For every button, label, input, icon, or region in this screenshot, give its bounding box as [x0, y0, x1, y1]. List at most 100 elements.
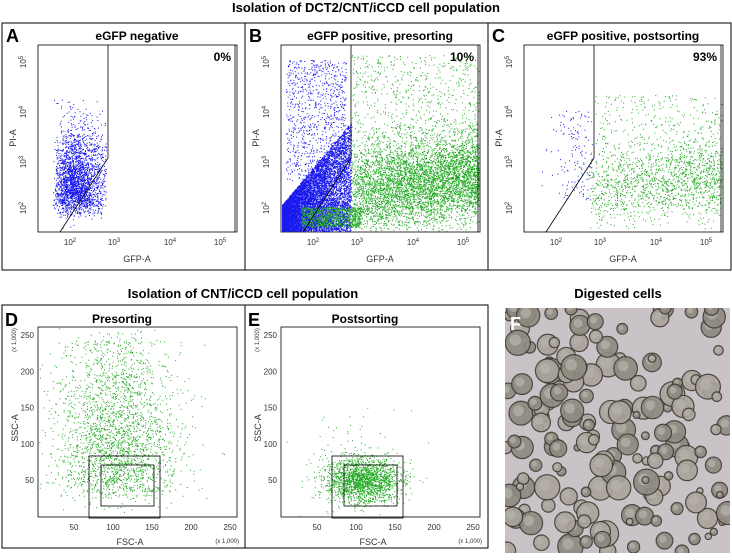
- cell-core: [593, 457, 605, 469]
- tick-exp: 3: [505, 155, 511, 159]
- section-title: Isolation of CNT/iCCD cell population: [128, 286, 358, 301]
- cell-core: [580, 435, 590, 446]
- cell-core: [523, 515, 534, 527]
- cell-core: [713, 393, 718, 398]
- cell-core: [520, 506, 526, 512]
- dots: [351, 55, 480, 226]
- cell-core: [687, 308, 694, 314]
- gate-percent: 10%: [450, 50, 474, 64]
- cell-core: [659, 535, 667, 543]
- tick-exp: 4: [505, 105, 511, 109]
- cell-core: [643, 477, 647, 481]
- panel-title: eGFP positive, presorting: [307, 29, 453, 43]
- cell-core: [708, 459, 716, 468]
- y-tick-label: 50: [25, 476, 34, 485]
- cell-core: [715, 347, 720, 352]
- panel-letter: C: [492, 26, 505, 46]
- tick-base: 10: [262, 159, 271, 168]
- cells: [505, 308, 730, 553]
- y-scale-label: (x 1,000): [12, 328, 18, 352]
- gate-outer: [331, 455, 404, 519]
- cell-core: [699, 378, 712, 390]
- tick-exp: 2: [505, 201, 511, 205]
- cell-core: [625, 508, 635, 518]
- cell-core: [534, 416, 544, 425]
- cell-core: [642, 433, 647, 437]
- cell-core: [620, 437, 631, 448]
- x-tick-label: 200: [184, 523, 198, 532]
- tick-label: 105: [457, 238, 470, 247]
- gate: [545, 45, 595, 233]
- cell-core: [580, 505, 591, 516]
- tick-exp: 5: [505, 55, 511, 59]
- y-tick-label: 150: [21, 404, 35, 413]
- tick-label: 102: [19, 201, 28, 214]
- cell-core: [591, 332, 598, 339]
- tick-exp: 5: [262, 55, 268, 59]
- tick-base: 10: [64, 238, 73, 247]
- plot-area: [523, 44, 724, 233]
- cell-core: [629, 543, 636, 549]
- tick-base: 10: [19, 109, 28, 118]
- y-scale-label: (x 1,000): [255, 328, 261, 352]
- gate: [59, 45, 109, 233]
- cell-core: [505, 443, 508, 450]
- tick-exp: 5: [19, 55, 25, 59]
- y-tick-label: 100: [21, 440, 35, 449]
- cell-core: [550, 339, 556, 344]
- cell-core: [660, 446, 668, 454]
- tick-label: 103: [108, 238, 121, 247]
- cell-core: [582, 488, 588, 494]
- tick-base: 10: [550, 238, 559, 247]
- x-axis-label: FSC-A: [360, 537, 387, 547]
- cell-core: [692, 376, 698, 381]
- y-axis-label: PI-A: [8, 129, 18, 147]
- cell-core: [509, 308, 519, 312]
- x-scale-label: (x 1,000): [215, 539, 239, 545]
- gate-inner: [100, 464, 155, 507]
- tick-base: 10: [351, 238, 360, 247]
- x-tick-label: 50: [70, 523, 79, 532]
- x-tick-label: 250: [466, 523, 480, 532]
- cell-core: [684, 410, 691, 416]
- cell-core: [669, 386, 677, 394]
- panel-frame: [487, 22, 732, 271]
- y-tick-label: 100: [264, 440, 278, 449]
- gate-outer: [88, 455, 161, 519]
- cell-core: [505, 385, 510, 393]
- y-tick-label: 250: [21, 331, 35, 340]
- dots: [589, 120, 723, 230]
- tick-label: 102: [505, 201, 514, 214]
- dots: [301, 207, 362, 228]
- cell-core: [505, 488, 513, 499]
- y-tick-label: 200: [264, 367, 278, 376]
- tick-base: 10: [505, 59, 514, 68]
- tick-label: 104: [262, 105, 271, 118]
- cell-core: [634, 412, 638, 416]
- x-scale-label: (x 1,000): [458, 539, 482, 545]
- cell-core: [562, 538, 574, 550]
- cell-core: [674, 379, 679, 385]
- tick-base: 10: [19, 205, 28, 214]
- tick-exp: 4: [19, 105, 25, 109]
- tick-label: 104: [407, 238, 420, 247]
- panel-letter: A: [6, 26, 19, 46]
- y-axis-label: PI-A: [494, 129, 504, 147]
- cell-core: [612, 404, 623, 416]
- cell-core: [580, 517, 586, 524]
- dots: [39, 328, 224, 513]
- cell-core: [554, 464, 559, 469]
- panel-letter: E: [248, 310, 260, 330]
- tick-label: 103: [351, 238, 364, 247]
- tick-label: 105: [262, 55, 271, 68]
- cell-core: [596, 534, 605, 542]
- x-tick-label: 50: [313, 523, 322, 532]
- tick-exp: 2: [559, 238, 563, 244]
- cell-core: [536, 537, 544, 545]
- y-tick-label: 50: [268, 476, 277, 485]
- tick-base: 10: [262, 59, 271, 68]
- y-tick-label: 200: [21, 367, 35, 376]
- cell-core: [530, 398, 537, 406]
- cell-core: [661, 308, 667, 310]
